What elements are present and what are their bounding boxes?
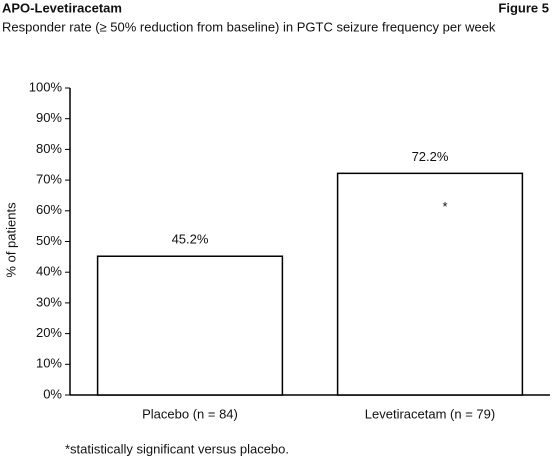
y-tick-label: 50%: [36, 233, 62, 248]
y-axis-label: % of patients: [3, 202, 18, 278]
y-tick-label: 100%: [29, 79, 63, 94]
header-left: APO-Levetiracetam: [2, 0, 122, 15]
x-tick-label: Placebo (n = 84): [142, 406, 238, 421]
y-tick-label: 20%: [36, 325, 62, 340]
x-tick-label: Levetiracetam (n = 79): [365, 406, 495, 421]
footnote: *statistically significant versus placeb…: [65, 441, 289, 456]
y-tick-label: 40%: [36, 264, 62, 279]
y-tick-label: 90%: [36, 110, 62, 125]
y-tick-label: 70%: [36, 172, 62, 187]
significance-mark: *: [442, 199, 447, 214]
bar: [336, 172, 524, 396]
bar: [96, 255, 284, 396]
header-right: Figure 5: [498, 0, 549, 15]
y-tick-label: 60%: [36, 202, 62, 217]
y-tick-label: 10%: [36, 356, 62, 371]
y-tick-label: 0%: [43, 386, 62, 401]
value-label: 45.2%: [172, 232, 209, 247]
y-tick-label: 30%: [36, 294, 62, 309]
chart-title: Responder rate (≥ 50% reduction from bas…: [2, 19, 496, 34]
value-label: 72.2%: [412, 149, 449, 164]
y-tick-label: 80%: [36, 141, 62, 156]
